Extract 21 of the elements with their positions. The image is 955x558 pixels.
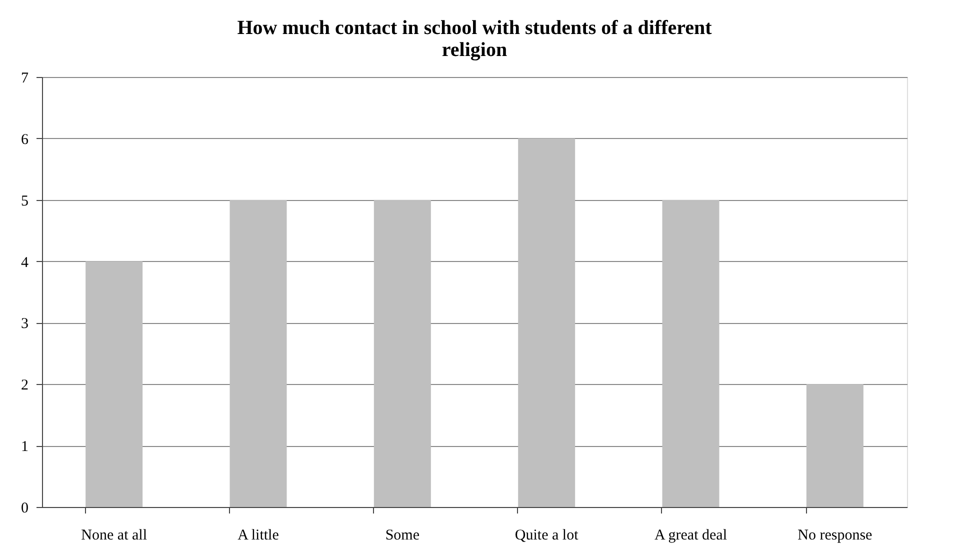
y-tick-label: 4 xyxy=(21,254,29,271)
bar xyxy=(806,384,864,507)
bar xyxy=(230,200,287,507)
bar xyxy=(518,138,576,507)
x-tick-label: A little xyxy=(238,528,280,544)
y-tick-label: 7 xyxy=(21,70,29,86)
y-tick-label: 3 xyxy=(21,316,28,332)
bar xyxy=(374,200,431,507)
x-tick-label: Some xyxy=(385,528,420,544)
x-tick-label: No response xyxy=(798,528,873,544)
chart-title: How much contact in school with students of a different religion xyxy=(237,17,712,61)
y-tick-label: 5 xyxy=(21,193,28,210)
x-tick-label: A great deal xyxy=(654,528,727,544)
y-tick-label: 1 xyxy=(21,439,28,456)
bar xyxy=(662,200,720,507)
x-tick-label: Quite a lot xyxy=(514,528,580,544)
y-tick-label: 2 xyxy=(21,378,28,394)
y-tick-label: 0 xyxy=(21,500,28,516)
bar xyxy=(86,261,143,507)
y-tick-label: 6 xyxy=(21,132,29,148)
x-tick-label: None at all xyxy=(81,528,147,544)
